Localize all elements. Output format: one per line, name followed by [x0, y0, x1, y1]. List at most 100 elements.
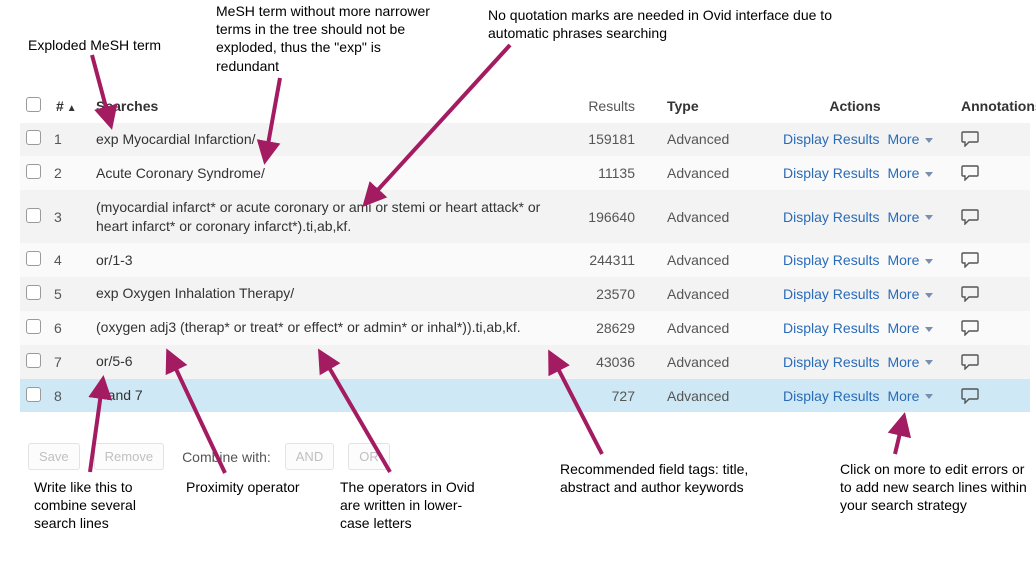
- chevron-down-icon: [925, 327, 933, 332]
- row-checkbox[interactable]: [26, 387, 41, 402]
- table-row: 1exp Myocardial Infarction/159181Advance…: [20, 123, 1030, 157]
- col-num-label: #: [56, 98, 64, 114]
- row-results: 43036: [575, 345, 655, 379]
- footer-controls: Save Remove Combine with: AND OR: [28, 443, 390, 470]
- remove-button[interactable]: Remove: [94, 443, 164, 470]
- row-type: Advanced: [655, 123, 755, 157]
- more-link[interactable]: More: [887, 388, 933, 404]
- row-type: Advanced: [655, 345, 755, 379]
- row-index: 7: [50, 345, 90, 379]
- col-searches[interactable]: Searches: [90, 90, 575, 123]
- col-annotations: Annotations: [955, 90, 1030, 123]
- note-fieldtags: Recommended field tags: title, abstract …: [560, 460, 760, 496]
- annotation-icon[interactable]: [961, 209, 1024, 225]
- note-writelike: Write like this to combine several searc…: [34, 478, 174, 533]
- more-link[interactable]: More: [887, 131, 933, 147]
- row-results: 11135: [575, 156, 655, 190]
- display-results-link[interactable]: Display Results: [783, 354, 879, 370]
- row-type: Advanced: [655, 277, 755, 311]
- table-row: 3(myocardial infarct* or acute coronary …: [20, 190, 1030, 243]
- note-proximity: Proximity operator: [186, 478, 326, 496]
- row-checkbox[interactable]: [26, 164, 41, 179]
- combine-label: Combine with:: [182, 449, 271, 465]
- select-all-checkbox[interactable]: [26, 97, 41, 112]
- table-row: 84 and 7727Advanced Display Results More: [20, 379, 1030, 412]
- display-results-link[interactable]: Display Results: [783, 252, 879, 268]
- chevron-down-icon: [925, 215, 933, 220]
- search-history-table: #▲ Searches Results Type Actions Annotat…: [20, 90, 1030, 412]
- table-row: 7or/5-643036Advanced Display Results More: [20, 345, 1030, 379]
- annotation-icon[interactable]: [961, 252, 1024, 268]
- annotation-icon[interactable]: [961, 286, 1024, 302]
- row-checkbox[interactable]: [26, 251, 41, 266]
- table-row: 6(oxygen adj3 (therap* or treat* or effe…: [20, 311, 1030, 345]
- row-checkbox[interactable]: [26, 130, 41, 145]
- display-results-link[interactable]: Display Results: [783, 209, 879, 225]
- annotation-icon[interactable]: [961, 131, 1024, 147]
- display-results-link[interactable]: Display Results: [783, 388, 879, 404]
- row-index: 1: [50, 123, 90, 157]
- row-search-text: or/1-3: [90, 243, 575, 277]
- annotation-icon[interactable]: [961, 388, 1024, 404]
- col-type[interactable]: Type: [655, 90, 755, 123]
- save-button[interactable]: Save: [28, 443, 80, 470]
- more-link[interactable]: More: [887, 165, 933, 181]
- row-index: 6: [50, 311, 90, 345]
- annotation-icon[interactable]: [961, 354, 1024, 370]
- row-results: 159181: [575, 123, 655, 157]
- table-row: 4or/1-3244311Advanced Display Results More: [20, 243, 1030, 277]
- annotation-icon[interactable]: [961, 165, 1024, 181]
- row-index: 8: [50, 379, 90, 412]
- row-type: Advanced: [655, 190, 755, 243]
- row-results: 23570: [575, 277, 655, 311]
- table-row: 5exp Oxygen Inhalation Therapy/23570Adva…: [20, 277, 1030, 311]
- display-results-link[interactable]: Display Results: [783, 131, 879, 147]
- note-lowercase: The operators in Ovid are written in low…: [340, 478, 490, 533]
- chevron-down-icon: [925, 172, 933, 177]
- display-results-link[interactable]: Display Results: [783, 286, 879, 302]
- row-results: 196640: [575, 190, 655, 243]
- chevron-down-icon: [925, 394, 933, 399]
- chevron-down-icon: [925, 293, 933, 298]
- note-noquotes: No quotation marks are needed in Ovid in…: [488, 6, 838, 42]
- note-clickmore: Click on more to edit errors or to add n…: [840, 460, 1030, 515]
- row-results: 28629: [575, 311, 655, 345]
- row-search-text: Acute Coronary Syndrome/: [90, 156, 575, 190]
- annotation-icon[interactable]: [961, 320, 1024, 336]
- more-link[interactable]: More: [887, 286, 933, 302]
- more-link[interactable]: More: [887, 252, 933, 268]
- row-search-text: exp Myocardial Infarction/: [90, 123, 575, 157]
- and-button[interactable]: AND: [285, 443, 334, 470]
- row-results: 727: [575, 379, 655, 412]
- row-index: 4: [50, 243, 90, 277]
- row-search-text: (myocardial infarct* or acute coronary o…: [90, 190, 575, 243]
- more-link[interactable]: More: [887, 320, 933, 336]
- or-button[interactable]: OR: [348, 443, 390, 470]
- row-index: 5: [50, 277, 90, 311]
- row-results: 244311: [575, 243, 655, 277]
- more-link[interactable]: More: [887, 354, 933, 370]
- row-checkbox[interactable]: [26, 319, 41, 334]
- row-index: 3: [50, 190, 90, 243]
- sort-indicator-icon: ▲: [67, 103, 77, 114]
- col-num[interactable]: #▲: [50, 90, 90, 123]
- row-type: Advanced: [655, 243, 755, 277]
- row-checkbox[interactable]: [26, 353, 41, 368]
- display-results-link[interactable]: Display Results: [783, 320, 879, 336]
- table-row: 2Acute Coronary Syndrome/11135AdvancedDi…: [20, 156, 1030, 190]
- row-type: Advanced: [655, 379, 755, 412]
- note-exploded: Exploded MeSH term: [28, 36, 188, 54]
- col-actions: Actions: [755, 90, 955, 123]
- row-search-text: or/5-6: [90, 345, 575, 379]
- row-search-text: 4 and 7: [90, 379, 575, 412]
- display-results-link[interactable]: Display Results: [783, 165, 879, 181]
- row-index: 2: [50, 156, 90, 190]
- more-link[interactable]: More: [887, 209, 933, 225]
- row-type: Advanced: [655, 311, 755, 345]
- col-results[interactable]: Results: [575, 90, 655, 123]
- row-checkbox[interactable]: [26, 285, 41, 300]
- note-redundant: MeSH term without more narrower terms in…: [216, 2, 446, 75]
- chevron-down-icon: [925, 138, 933, 143]
- chevron-down-icon: [925, 259, 933, 264]
- row-checkbox[interactable]: [26, 208, 41, 223]
